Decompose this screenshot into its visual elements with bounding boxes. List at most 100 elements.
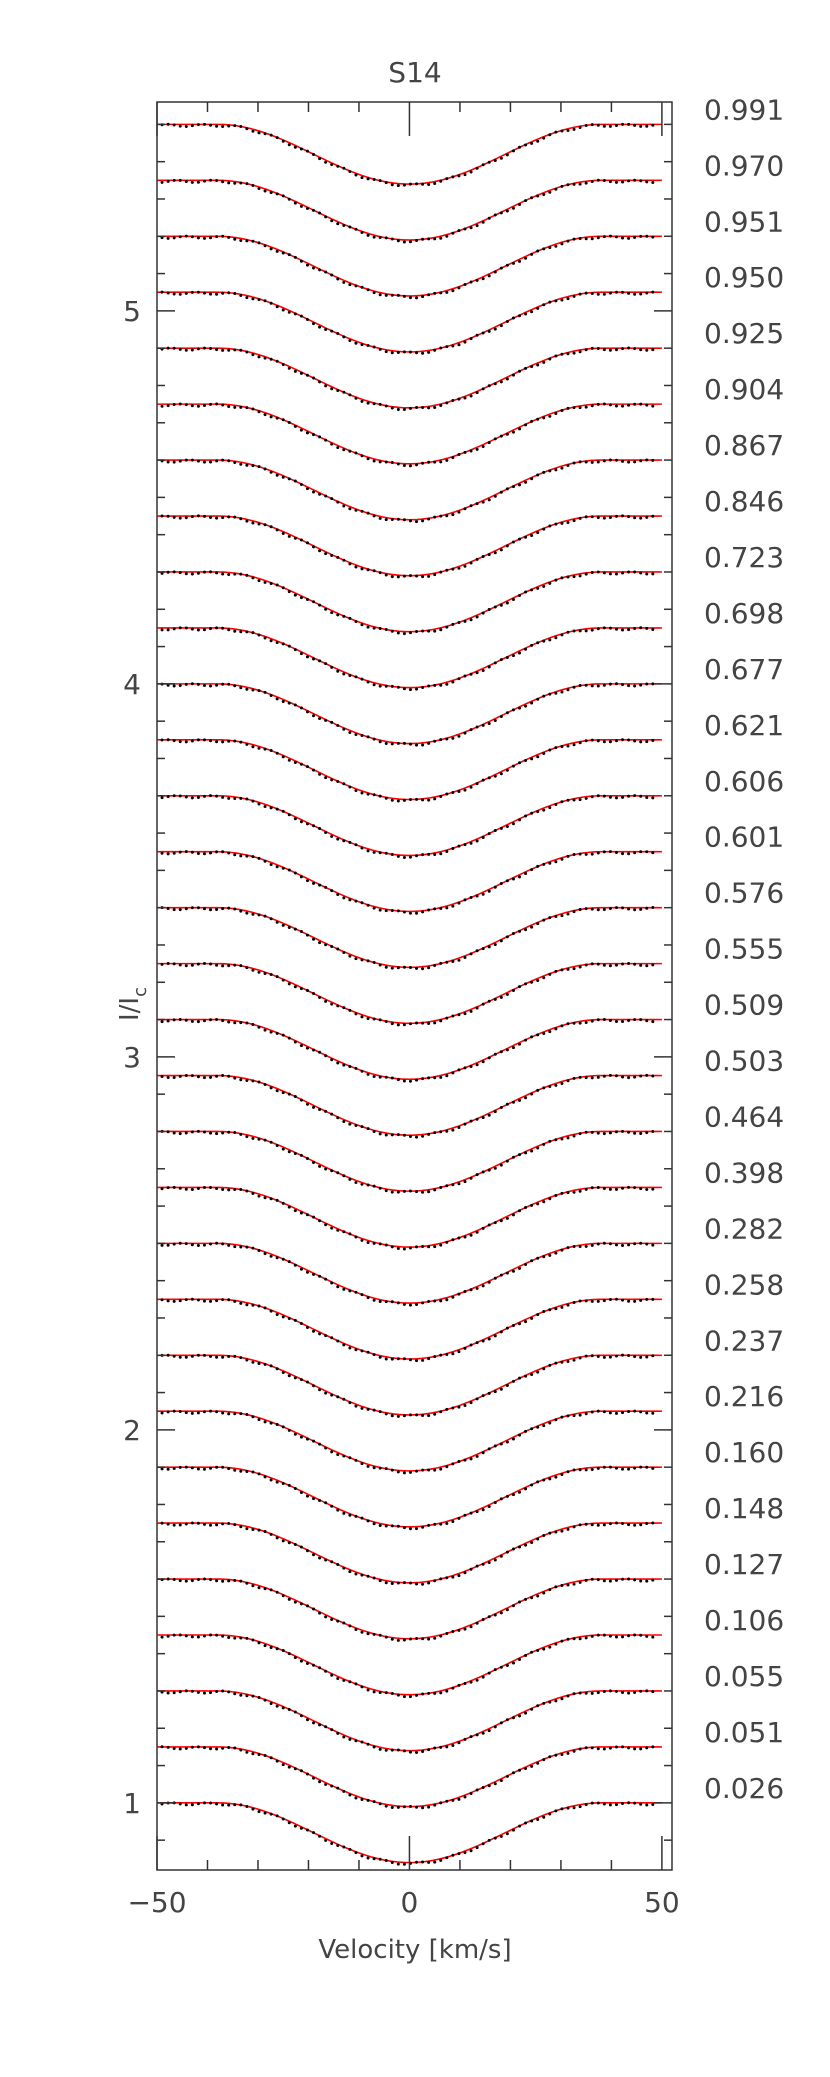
- observed-point: [651, 514, 655, 518]
- observed-point: [554, 746, 558, 750]
- observed-point: [584, 1578, 588, 1582]
- observed-point: [384, 1858, 388, 1862]
- observed-point: [196, 571, 200, 575]
- observed-point: [451, 1575, 455, 1579]
- observed-point: [209, 739, 213, 743]
- observed-point: [184, 1018, 188, 1022]
- observed-point: [445, 682, 449, 686]
- observed-point: [511, 764, 515, 768]
- observed-point: [239, 294, 243, 298]
- observed-point: [408, 406, 412, 410]
- observed-point: [269, 1030, 273, 1034]
- observed-point: [572, 967, 576, 971]
- observed-point: [172, 851, 176, 855]
- observed-point: [269, 357, 273, 361]
- observed-point: [330, 778, 334, 782]
- observed-point: [396, 909, 400, 913]
- observed-point: [378, 571, 382, 575]
- observed-point: [584, 1803, 588, 1807]
- observed-point: [342, 504, 346, 508]
- observed-point: [190, 1019, 194, 1023]
- observed-point: [239, 796, 243, 800]
- observed-point: [566, 1583, 570, 1587]
- observed-point: [299, 204, 303, 208]
- observed-point: [281, 362, 285, 366]
- observed-point: [287, 1765, 291, 1769]
- observed-point: [445, 1074, 449, 1078]
- observed-point: [221, 1522, 225, 1526]
- observed-point: [360, 1293, 364, 1297]
- observed-point: [239, 909, 243, 913]
- observed-point: [275, 1480, 279, 1484]
- observed-point: [554, 860, 558, 864]
- observed-point: [524, 199, 528, 203]
- observed-point: [330, 889, 334, 893]
- observed-point: [275, 1590, 279, 1594]
- observed-point: [408, 1135, 412, 1139]
- observed-point: [627, 738, 631, 742]
- observed-point: [627, 1746, 631, 1750]
- observed-point: [578, 1021, 582, 1025]
- observed-point: [342, 166, 346, 170]
- observed-point: [202, 1410, 206, 1414]
- observed-point: [209, 123, 213, 127]
- observed-point: [336, 277, 340, 281]
- observed-points-0.148: [160, 1521, 655, 1586]
- observed-point: [172, 1409, 176, 1413]
- observed-point: [160, 796, 164, 800]
- observed-point: [160, 1467, 164, 1471]
- observed-point: [584, 1187, 588, 1191]
- observed-point: [402, 574, 406, 578]
- observed-point: [433, 739, 437, 743]
- observed-point: [596, 1354, 600, 1358]
- observed-point: [184, 964, 188, 968]
- observed-point: [275, 865, 279, 869]
- observed-point: [372, 1745, 376, 1749]
- observed-point: [505, 879, 509, 883]
- observed-point: [493, 213, 497, 217]
- observed-point: [227, 1636, 231, 1640]
- observed-point: [233, 1245, 237, 1249]
- observed-point: [505, 1832, 509, 1836]
- observed-point: [190, 906, 194, 910]
- observed-point: [439, 1243, 443, 1247]
- observed-point: [427, 908, 431, 912]
- observed-point: [463, 1122, 467, 1126]
- observed-point: [451, 1071, 455, 1075]
- observed-point: [584, 291, 588, 295]
- observed-point: [251, 521, 255, 525]
- observed-point: [281, 1482, 285, 1486]
- observed-point: [233, 1692, 237, 1696]
- observed-point: [530, 1372, 534, 1376]
- observed-point: [408, 742, 412, 746]
- observed-point: [384, 573, 388, 577]
- observed-point: [160, 1411, 164, 1415]
- observed-point: [487, 498, 491, 502]
- observed-point: [463, 227, 467, 231]
- observed-point: [245, 797, 249, 801]
- observed-point: [530, 1316, 534, 1320]
- observed-point: [633, 1466, 637, 1470]
- observed-point: [378, 1186, 382, 1190]
- observed-point: [263, 1753, 267, 1757]
- observed-point: [518, 1433, 522, 1437]
- observed-point: [415, 351, 419, 355]
- observed-point: [330, 665, 334, 669]
- phase-label: 0.503: [704, 1045, 784, 1078]
- observed-point: [408, 688, 412, 692]
- observed-point: [312, 1497, 316, 1501]
- observed-point: [190, 1297, 194, 1301]
- observed-point: [481, 611, 485, 615]
- observed-point: [227, 1130, 231, 1134]
- observed-point: [548, 1363, 552, 1367]
- observed-point: [209, 292, 213, 296]
- observed-point: [608, 626, 612, 630]
- observed-point: [590, 1691, 594, 1695]
- observed-point: [324, 830, 328, 834]
- observed-point: [354, 565, 358, 569]
- observed-point: [487, 608, 491, 612]
- observed-point: [360, 1069, 364, 1073]
- observed-point: [590, 1634, 594, 1638]
- phase-label: 0.991: [704, 93, 784, 126]
- observed-point: [245, 1581, 249, 1585]
